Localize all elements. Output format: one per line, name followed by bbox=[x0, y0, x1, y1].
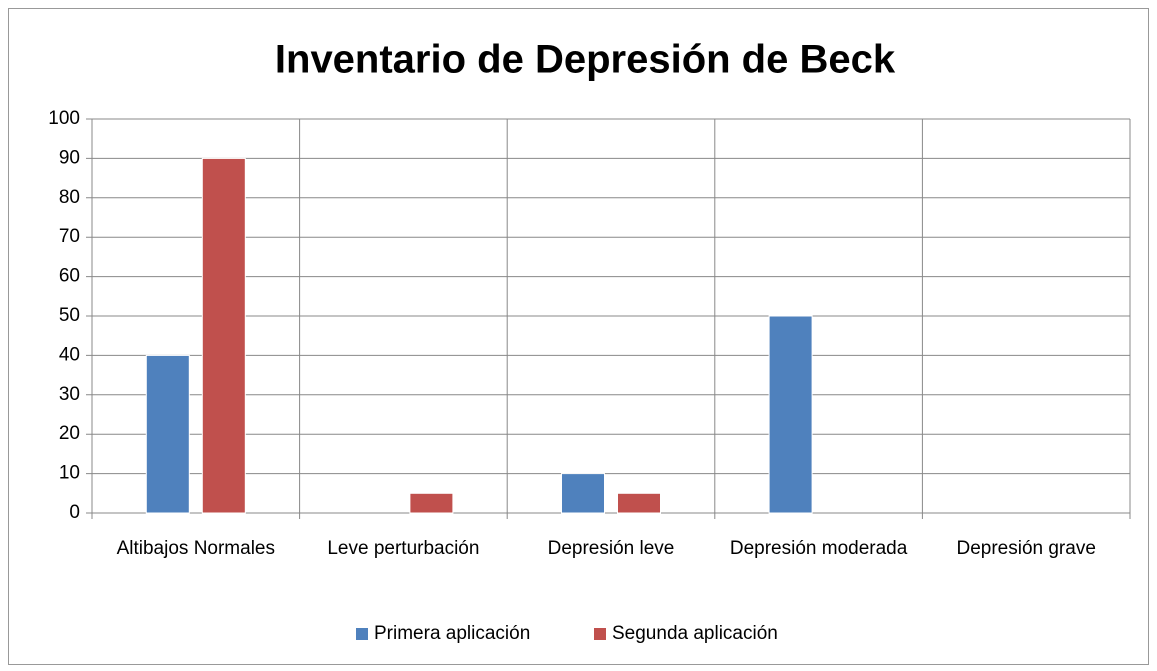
y-tick-label: 100 bbox=[48, 108, 80, 129]
bar bbox=[768, 315, 813, 514]
y-tick-label: 10 bbox=[59, 463, 80, 484]
chart-border bbox=[8, 8, 1149, 665]
bar bbox=[561, 473, 605, 514]
x-tick-label: Altibajos Normales bbox=[117, 538, 275, 559]
y-tick-label: 70 bbox=[59, 226, 80, 247]
bar bbox=[201, 157, 246, 514]
x-tick-label: Depresión moderada bbox=[730, 538, 908, 559]
x-tick-label: Depresión grave bbox=[956, 538, 1095, 559]
bar bbox=[617, 492, 661, 514]
y-tick-label: 30 bbox=[59, 384, 80, 405]
x-tick-label: Depresión leve bbox=[548, 538, 675, 559]
x-tick-label: Leve perturbación bbox=[327, 538, 479, 559]
chart-title: Inventario de Depresión de Beck bbox=[275, 38, 896, 82]
y-tick-label: 60 bbox=[59, 266, 80, 287]
y-tick-label: 0 bbox=[69, 502, 80, 523]
y-tick-label: 40 bbox=[59, 344, 80, 365]
y-tick-label: 50 bbox=[59, 305, 80, 326]
legend-label: Primera aplicación bbox=[374, 623, 530, 644]
y-tick-label: 20 bbox=[59, 423, 80, 444]
legend-swatch bbox=[356, 628, 368, 640]
legend-swatch bbox=[594, 628, 606, 640]
legend-label: Segunda aplicación bbox=[612, 623, 778, 644]
bar bbox=[409, 492, 454, 514]
y-tick-label: 80 bbox=[59, 187, 80, 208]
y-tick-label: 90 bbox=[59, 147, 80, 168]
bar bbox=[145, 354, 190, 514]
